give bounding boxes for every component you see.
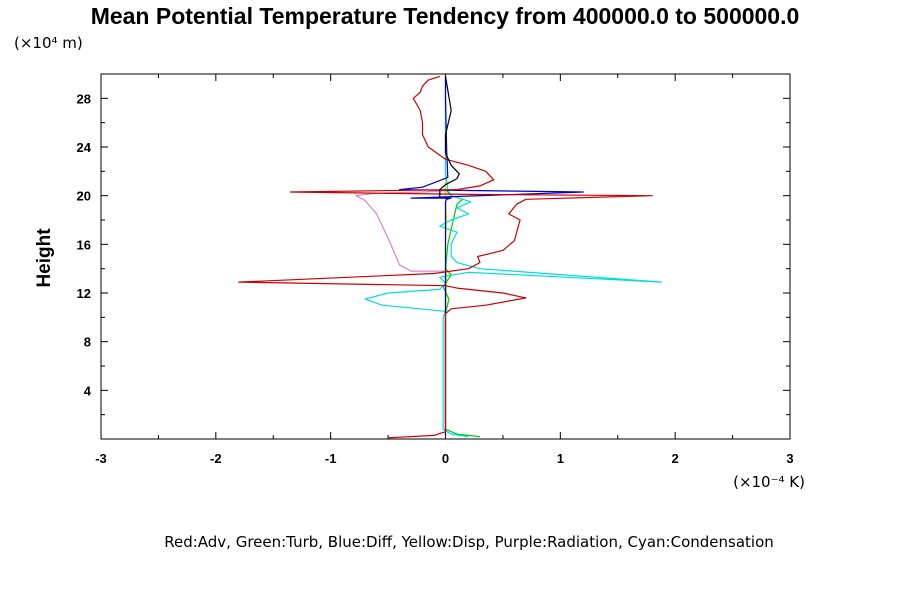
- x-tick-label: -3: [95, 451, 107, 466]
- series-adv-line: [238, 75, 653, 439]
- series-condensation-line: [364, 80, 663, 438]
- x-tick-label: 0: [442, 451, 449, 466]
- x-tick-label: 2: [672, 451, 679, 466]
- x-tick-label: 3: [786, 451, 793, 466]
- legend-caption: Red:Adv, Green:Turb, Blue:Diff, Yellow:D…: [164, 533, 774, 551]
- x-tick-label: 1: [557, 451, 564, 466]
- x-tick-label: -1: [325, 451, 337, 466]
- x-tick-labels: -3 -2 -1 0 1 2 3: [95, 451, 793, 466]
- series-diff-line: [399, 76, 584, 437]
- y-tick-labels: 4 8 12 16 20 24 28: [77, 91, 92, 398]
- y-tick-label: 8: [84, 335, 91, 350]
- y-tick-label: 20: [77, 189, 91, 204]
- series-turb-line: [442, 189, 480, 438]
- y-tick-label: 4: [84, 383, 92, 398]
- y-tick-label: 24: [77, 140, 92, 155]
- y-unit-label: (×10⁴ m): [14, 34, 83, 52]
- y-tick-label: 16: [77, 237, 91, 252]
- x-unit-label: (×10⁻⁴ K): [733, 473, 805, 491]
- chart-title: Mean Potential Temperature Tendency from…: [91, 3, 800, 29]
- y-tick-label: 28: [77, 91, 91, 106]
- series-lines: [238, 75, 663, 439]
- y-axis-label: Height: [34, 228, 55, 288]
- x-tick-label: -2: [210, 451, 222, 466]
- y-tick-label: 12: [77, 286, 91, 301]
- series-adv-upper-line: [439, 76, 460, 199]
- series-radiation-line: [355, 76, 447, 437]
